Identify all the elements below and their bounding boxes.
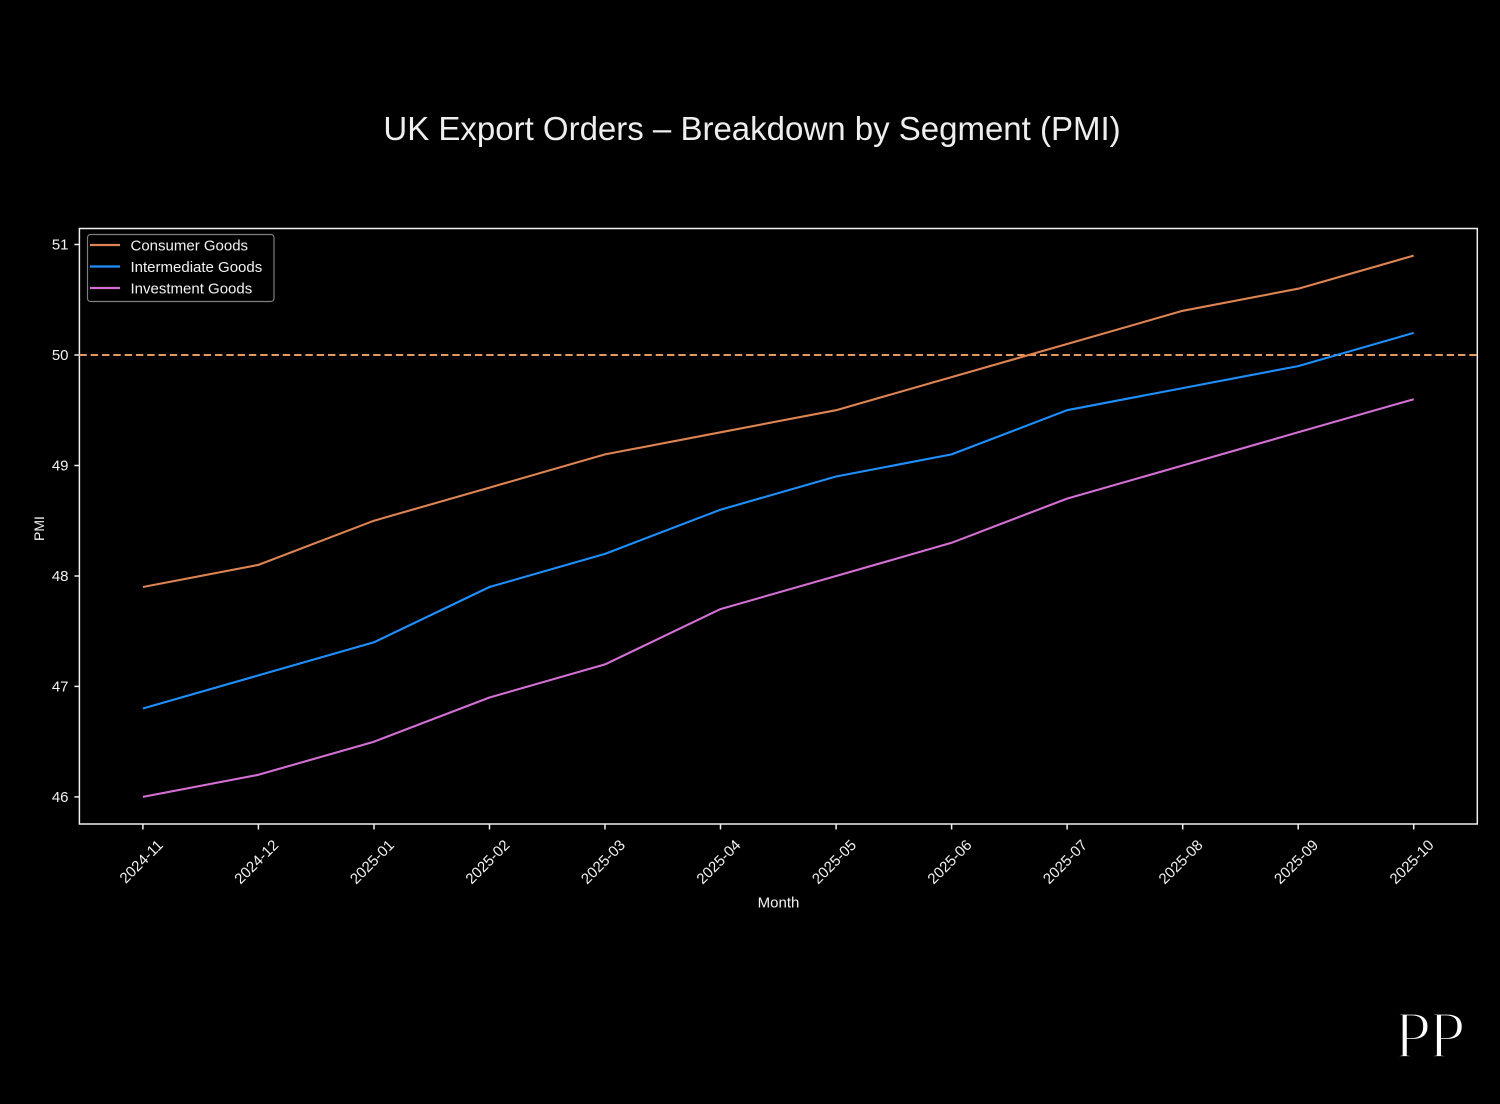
svg-text:Investment Goods: Investment Goods	[131, 280, 253, 297]
svg-text:46: 46	[52, 789, 69, 806]
svg-text:Intermediate Goods: Intermediate Goods	[131, 259, 263, 276]
svg-text:51: 51	[52, 237, 69, 254]
svg-text:47: 47	[52, 678, 69, 695]
svg-text:48: 48	[52, 568, 69, 585]
svg-text:49: 49	[52, 458, 69, 475]
svg-text:PP: PP	[1394, 998, 1463, 1072]
svg-text:Consumer Goods: Consumer Goods	[131, 237, 249, 254]
svg-text:Month: Month	[758, 895, 800, 912]
svg-text:50: 50	[52, 347, 69, 364]
svg-text:UK Export Orders – Breakdown b: UK Export Orders – Breakdown by Segment …	[383, 110, 1120, 147]
svg-text:PMI: PMI	[31, 516, 47, 541]
